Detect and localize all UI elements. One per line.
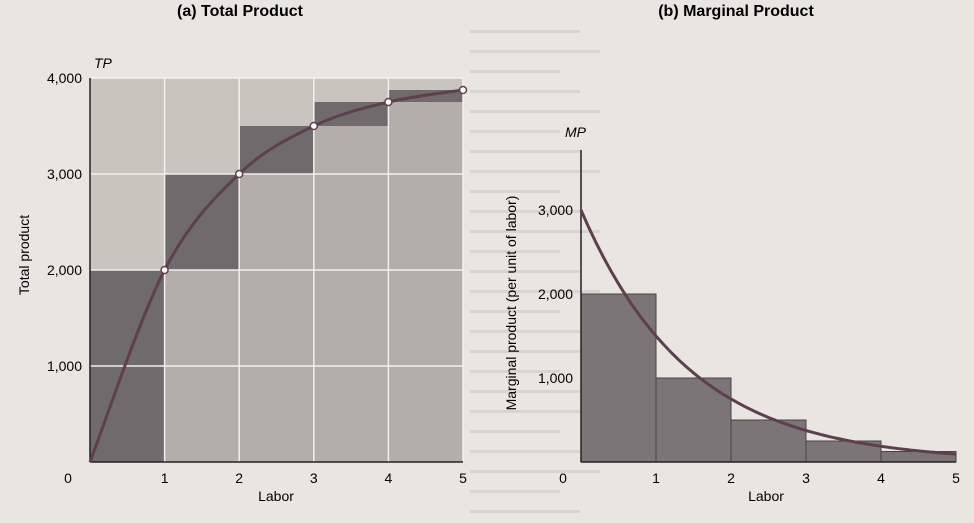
curve-point [234, 169, 244, 179]
axes [580, 150, 956, 463]
bg-line [470, 50, 600, 53]
y-tick-label: 2,000 [47, 262, 82, 278]
bg-line [470, 210, 580, 213]
bg-line [470, 470, 600, 473]
x-tick-label: 5 [952, 470, 960, 486]
x-tick-label: 3 [802, 470, 810, 486]
y-tick-labels: 1,000 2,000 3,000 [538, 202, 573, 386]
bar-increment [164, 174, 240, 270]
bg-line [470, 410, 600, 413]
bar-base [313, 126, 389, 462]
y-axis-label: Marginal product (per unit of labor) [503, 196, 519, 411]
bg-line [470, 190, 560, 193]
bar [580, 293, 657, 463]
grid [90, 77, 464, 462]
y-tick-label: 1,000 [47, 358, 82, 374]
x-tick-label: 4 [385, 470, 393, 486]
curve-points [160, 85, 468, 275]
y-tick-label: 1,000 [538, 370, 573, 386]
curve-point [384, 97, 393, 107]
chart-title: (a) Total Product [177, 3, 304, 20]
total-product-chart: 0 1 2 3 4 5 1,000 2,000 3,000 4,000 (a) Total Pr… [16, 3, 468, 504]
y-tick-label: 3,000 [538, 202, 573, 218]
bg-line [470, 170, 600, 173]
chart-title: (b) Marginal Product [658, 3, 814, 20]
bg-line [470, 490, 560, 493]
x-tick-label: 3 [310, 470, 318, 486]
x-axis-label: Labor [748, 488, 784, 504]
bg-line [470, 370, 560, 373]
bg-line [470, 70, 560, 73]
bg-line [470, 290, 600, 293]
curve-point [160, 265, 169, 275]
x-tick-label: 1 [161, 470, 169, 486]
y-axis-symbol: TP [94, 55, 113, 71]
x-tick-labels: 0 1 2 3 4 5 [64, 470, 467, 486]
bg-line [470, 130, 560, 133]
marginal-product-chart: 0 1 2 3 4 5 1,000 2,000 3,000 (b) Marginal Prod… [503, 3, 960, 504]
y-axis-label: Total product [16, 215, 32, 295]
x-tick-label: 5 [459, 470, 467, 486]
background-print [470, 30, 600, 513]
y-tick-label: 2,000 [538, 286, 573, 302]
bg-line [470, 450, 580, 453]
bg-line [470, 30, 580, 33]
bg-line [470, 510, 580, 513]
bg-line [470, 270, 580, 273]
bg-line [470, 330, 580, 333]
bar-base [388, 102, 463, 462]
x-tick-label: 2 [235, 470, 243, 486]
bg-line [470, 350, 600, 353]
x-axis-label: Labor [258, 488, 294, 504]
bg-line [470, 390, 580, 393]
x-tick-label: 0 [64, 470, 72, 486]
x-tick-label: 2 [727, 470, 735, 486]
bar-base [239, 174, 314, 462]
x-tick-label: 0 [559, 470, 567, 486]
bg-line [470, 230, 600, 233]
bars [580, 293, 957, 463]
curve-point [458, 85, 468, 95]
y-tick-label: 4,000 [47, 70, 82, 86]
bg-line [470, 150, 580, 153]
bg-line [470, 90, 580, 93]
y-tick-labels: 1,000 2,000 3,000 4,000 [47, 70, 82, 374]
bg-line [470, 250, 560, 253]
x-tick-label: 1 [652, 470, 660, 486]
axes [89, 78, 463, 463]
x-tick-labels: 0 1 2 3 4 5 [559, 470, 960, 486]
bg-line [470, 110, 600, 113]
bg-line [470, 430, 560, 433]
bg-line [470, 310, 560, 313]
y-axis-symbol: MP [565, 124, 587, 140]
bar-increment [239, 126, 314, 174]
curve-point [309, 121, 319, 131]
marginal-product-curve [579, 209, 957, 456]
y-tick-label: 3,000 [47, 166, 82, 182]
x-tick-label: 4 [877, 470, 885, 486]
